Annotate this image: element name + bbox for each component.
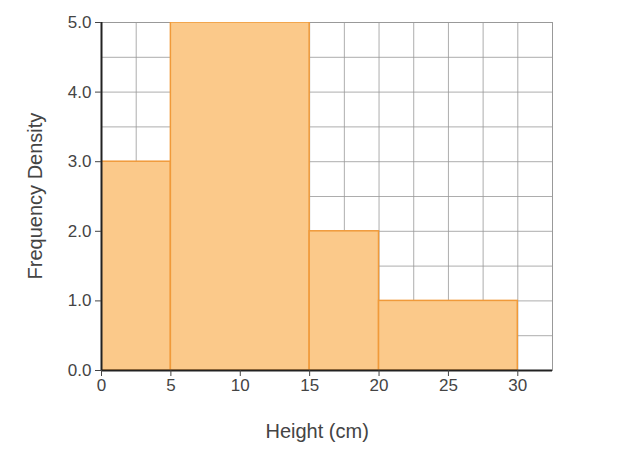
svg-text:15: 15 (300, 376, 319, 395)
svg-text:1.0: 1.0 (68, 291, 92, 310)
svg-text:3.0: 3.0 (68, 152, 92, 171)
svg-text:4.0: 4.0 (68, 83, 92, 102)
svg-text:Height (cm): Height (cm) (265, 420, 368, 442)
svg-text:5: 5 (166, 376, 175, 395)
svg-text:2.0: 2.0 (68, 222, 92, 241)
svg-text:25: 25 (439, 376, 458, 395)
svg-text:20: 20 (370, 376, 389, 395)
svg-text:5.0: 5.0 (68, 13, 92, 32)
svg-text:10: 10 (231, 376, 250, 395)
svg-text:0: 0 (97, 376, 106, 395)
svg-text:0.0: 0.0 (68, 361, 92, 380)
svg-text:Frequency Density: Frequency Density (24, 113, 46, 280)
svg-text:30: 30 (508, 376, 527, 395)
